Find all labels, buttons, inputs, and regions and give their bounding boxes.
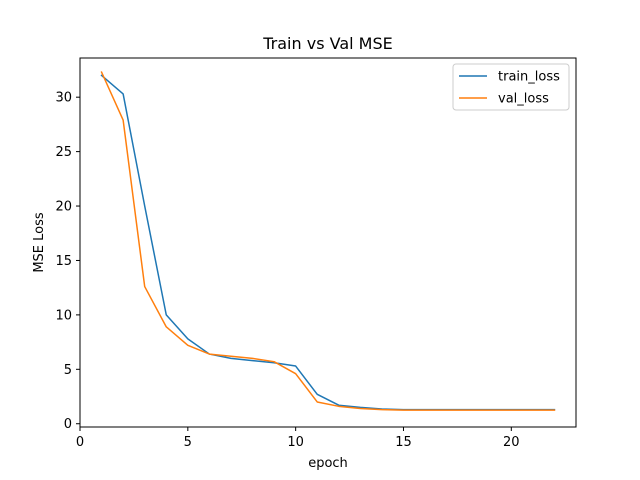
y-tick-label: 30 <box>55 91 72 106</box>
x-axis: 0 5 10 15 20 <box>76 427 520 450</box>
x-tick-label: 20 <box>503 435 520 450</box>
series-line-train_loss <box>100 74 556 411</box>
x-tick-label: 15 <box>395 435 412 450</box>
y-tick-label: 15 <box>55 254 72 269</box>
x-tick-label: 0 <box>76 435 84 450</box>
y-axis: 0 5 10 15 20 25 30 <box>55 91 80 432</box>
y-axis-title: MSE Loss <box>32 212 47 273</box>
legend-label-train_loss: train_loss <box>498 70 560 85</box>
y-tick-label: 20 <box>55 200 72 215</box>
x-axis-title: epoch <box>308 456 348 471</box>
series-line-val_loss <box>100 71 556 411</box>
y-tick-label: 25 <box>55 145 72 160</box>
y-tick-label: 0 <box>64 417 72 432</box>
plot-frame <box>79 57 577 428</box>
legend-label-val_loss: val_loss <box>498 92 549 107</box>
y-tick-label: 5 <box>64 363 72 378</box>
x-tick-label: 10 <box>287 435 304 450</box>
y-tick-label: 10 <box>55 308 72 323</box>
x-tick-label: 5 <box>184 435 192 450</box>
chart-title: Train vs Val MSE <box>262 34 392 53</box>
series-layer <box>100 71 556 411</box>
legend: train_loss val_loss <box>452 63 570 111</box>
